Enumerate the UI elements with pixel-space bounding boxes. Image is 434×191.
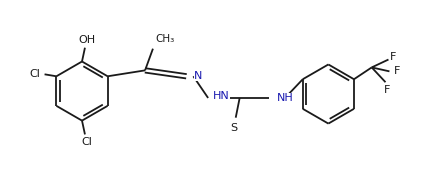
- Text: CH₃: CH₃: [155, 34, 174, 44]
- Text: Cl: Cl: [81, 137, 92, 147]
- Text: S: S: [230, 123, 237, 133]
- Text: HN: HN: [213, 91, 229, 101]
- Text: Cl: Cl: [29, 69, 40, 79]
- Text: NH: NH: [276, 93, 293, 103]
- Text: OH: OH: [78, 35, 95, 45]
- Text: F: F: [393, 66, 400, 76]
- Text: F: F: [389, 52, 396, 62]
- Text: N: N: [194, 71, 202, 81]
- Text: F: F: [383, 85, 390, 95]
